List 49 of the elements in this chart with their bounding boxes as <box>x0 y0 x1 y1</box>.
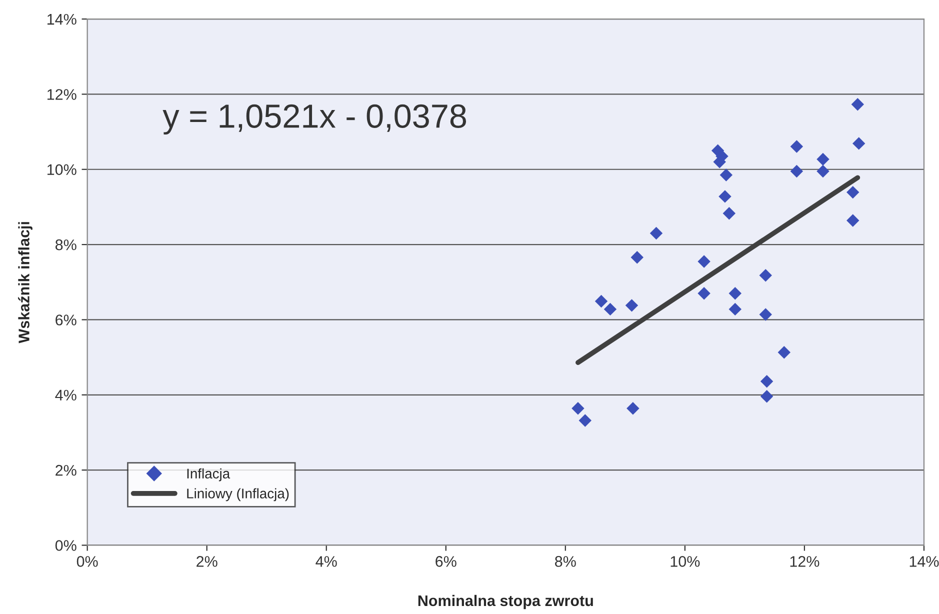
legend-label: Inflacja <box>187 468 230 482</box>
y-tick-label: 10% <box>48 164 76 176</box>
point <box>698 255 710 268</box>
point <box>604 302 617 316</box>
point <box>630 250 644 264</box>
y-tick-label: 0% <box>55 540 76 551</box>
point <box>760 390 774 403</box>
point <box>790 164 804 178</box>
x-tick-label: 12% <box>790 556 820 567</box>
legend-label: Liniowy (Inflacja) <box>187 488 289 502</box>
x-tick-label: 4% <box>316 556 337 567</box>
point <box>846 186 860 199</box>
point <box>778 346 790 359</box>
y-tick-label: 14% <box>48 14 76 25</box>
x-axis-title: Nominalna stopa zwrotu <box>418 594 593 610</box>
y-tick-label: 6% <box>56 314 76 326</box>
point <box>846 214 860 227</box>
y-tick-label: 8% <box>55 239 76 250</box>
point <box>722 206 736 220</box>
y-axis-title: Wskaźnik inflacji <box>18 222 32 344</box>
point <box>698 287 710 300</box>
point <box>816 152 830 166</box>
point <box>728 302 742 316</box>
x-tick-label: 0% <box>76 556 98 567</box>
point <box>851 98 864 111</box>
point <box>790 140 804 153</box>
point <box>578 414 592 427</box>
annotation: y = 1,0521x - 0,0378 <box>162 104 466 135</box>
point <box>852 137 866 150</box>
point <box>718 190 732 203</box>
point <box>816 164 830 178</box>
y-tick-label: 2% <box>56 464 76 476</box>
point <box>594 294 608 308</box>
point <box>625 299 638 312</box>
y-tick-label: 12% <box>48 89 76 100</box>
point <box>572 402 584 415</box>
y-tick-label: 4% <box>55 390 76 401</box>
x-tick-label: 6% <box>436 556 456 567</box>
point <box>728 287 742 300</box>
point <box>759 269 772 282</box>
x-tick-label: 10% <box>670 556 700 567</box>
point <box>720 168 733 182</box>
point <box>759 308 772 321</box>
point <box>626 402 640 415</box>
point <box>650 226 663 240</box>
x-tick-label: 8% <box>555 556 576 567</box>
point <box>760 374 774 388</box>
x-tick-label: 14% <box>910 556 939 567</box>
x-tick-label: 2% <box>196 556 218 567</box>
